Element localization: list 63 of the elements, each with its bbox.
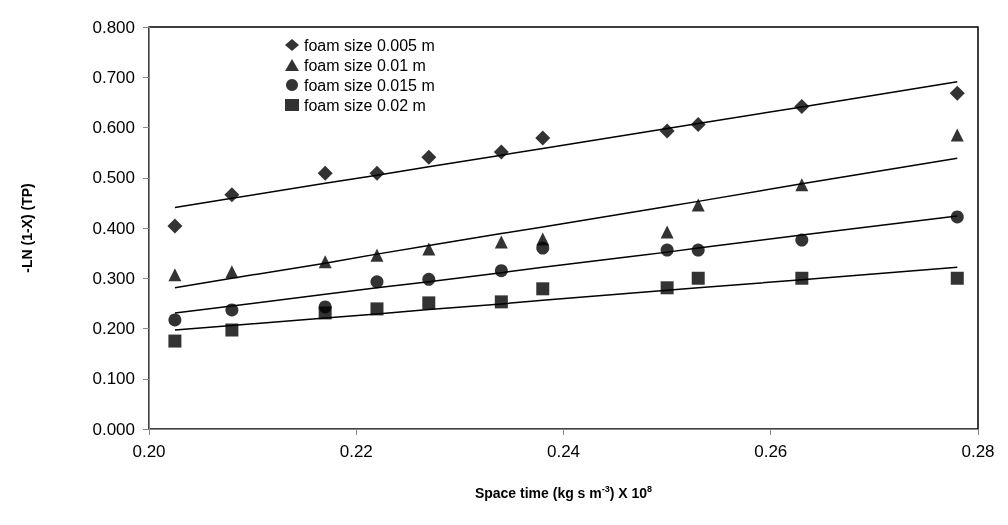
point (369, 165, 385, 181)
y-tick-label: 0.600 (92, 118, 135, 137)
point (950, 210, 964, 224)
point (225, 265, 239, 279)
point (795, 178, 809, 192)
point (494, 235, 508, 249)
point (949, 85, 965, 101)
point (370, 275, 384, 289)
x-tick-label: 0.20 (132, 442, 166, 461)
point (691, 271, 705, 285)
point (224, 187, 240, 203)
point (168, 334, 182, 348)
point (659, 123, 675, 139)
point (795, 233, 809, 247)
y-tick-label: 0.100 (92, 369, 135, 389)
point (370, 248, 384, 262)
point (225, 323, 239, 337)
point (691, 243, 705, 257)
legend-label: foam size 0.005 m (304, 36, 435, 54)
point (317, 165, 333, 181)
point (318, 255, 332, 269)
point (950, 128, 964, 142)
point (168, 268, 182, 282)
y-tick-label: 0.300 (92, 268, 135, 288)
line-series (174, 157, 959, 289)
legend-label: foam size 0.015 m (304, 76, 435, 94)
point (422, 272, 436, 286)
y-tick-label: 0.700 (92, 67, 135, 87)
y-axis-title: -LN (1-X) (TP) (19, 183, 35, 273)
point (167, 218, 183, 234)
point (660, 243, 674, 257)
point (660, 281, 674, 295)
point (660, 225, 674, 239)
legend-label: foam size 0.01 m (304, 56, 426, 74)
y-tick-label: 0.000 (92, 419, 135, 439)
point (950, 271, 964, 285)
y-tick-label: 0.800 (92, 17, 135, 37)
point (422, 296, 436, 310)
point (421, 149, 437, 165)
point (535, 130, 551, 146)
point (370, 302, 384, 316)
point (318, 300, 332, 314)
point (795, 271, 809, 285)
x-tick-label: 0.24 (546, 442, 581, 461)
point (225, 303, 239, 317)
x-tick-label: 0.26 (754, 442, 788, 461)
line-series (174, 81, 959, 209)
y-tick-label: 0.500 (92, 168, 135, 188)
legend-label: foam size 0.02 m (304, 96, 426, 114)
x-tick-label: 0.22 (339, 442, 373, 461)
y-tick-label: 0.200 (92, 319, 135, 338)
point (536, 282, 550, 296)
point (168, 313, 182, 327)
point (422, 242, 436, 256)
point (536, 232, 550, 246)
point (691, 198, 705, 212)
point (494, 264, 508, 278)
point (493, 144, 509, 160)
point (690, 116, 706, 132)
y-tick-label: 0.400 (92, 218, 135, 238)
point (494, 295, 508, 309)
x-tick-label: 0.28 (961, 442, 995, 461)
point (794, 98, 810, 114)
